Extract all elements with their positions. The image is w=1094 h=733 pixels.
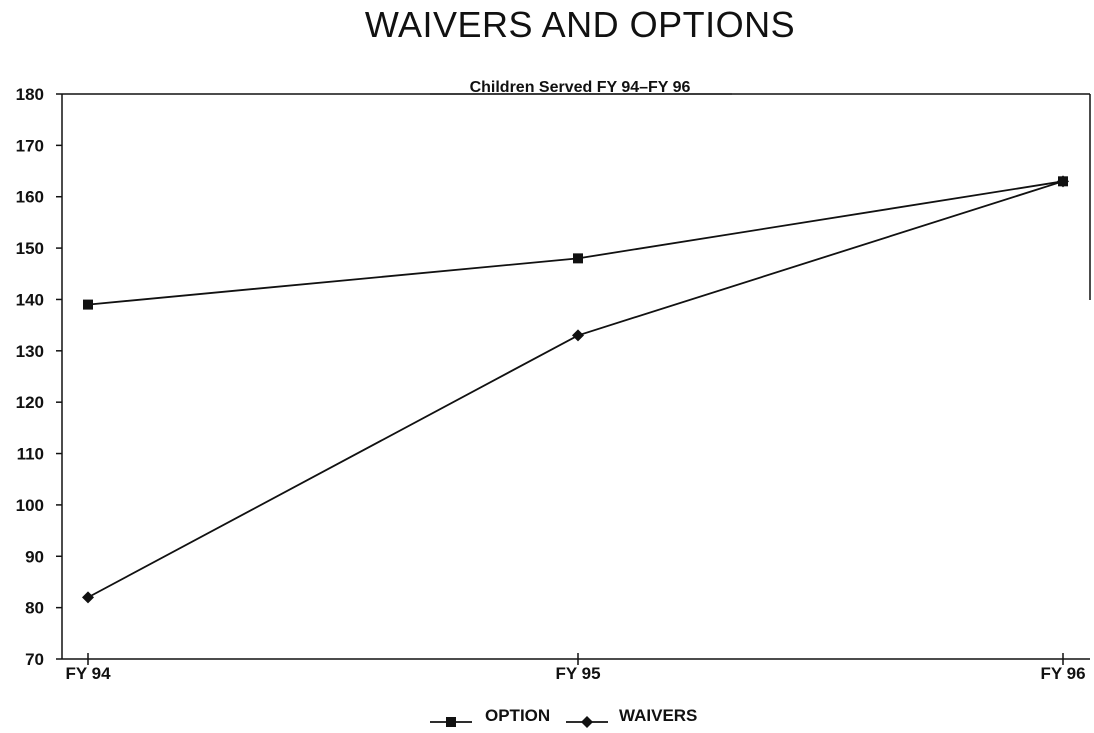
series-waivers [82,175,1069,604]
legend-label: WAIVERS [619,706,697,725]
data-point-waivers [82,591,94,604]
y-tick-label: 110 [17,445,44,464]
data-point-waivers [572,329,584,342]
legend-marker [446,717,456,727]
legend: OPTION WAIVERS [430,706,697,728]
legend-item-waivers: WAIVERS [566,706,697,728]
x-axis: FY 94 FY 95 FY 96 [65,653,1086,683]
legend-item-option: OPTION [430,706,550,727]
series-line-waivers [87,180,1064,599]
data-point-option [573,253,583,264]
chart-subtitle: Children Served FY 94–FY 96 [470,79,691,96]
series-option [83,176,1068,310]
y-tick-label: 90 [25,547,44,566]
y-tick-label: 70 [25,650,44,669]
x-tick-label: FY 94 [65,664,111,683]
y-axis: 70 80 90 100 110 120 130 140 150 160 170 180 [16,85,62,669]
y-tick-label: 170 [16,136,44,155]
y-tick-label: 130 [16,342,44,361]
x-tick-label: FY 96 [1040,664,1085,683]
series-line-option [87,180,1064,306]
legend-marker [581,716,593,728]
y-tick-label: 80 [25,599,44,618]
x-tick-label: FY 95 [555,664,600,683]
y-tick-label: 100 [16,496,44,515]
y-tick-label: 150 [16,239,44,258]
data-point-waivers [1057,175,1069,188]
y-tick-label: 140 [16,290,44,309]
y-tick-label: 160 [16,188,44,207]
legend-label: OPTION [485,706,550,725]
y-tick-label: 120 [16,393,44,412]
y-tick-label: 180 [16,85,44,104]
data-point-option [83,299,93,310]
chart-title: WAIVERS AND OPTIONS [364,4,796,45]
series-layer [82,175,1069,604]
plot-frame [61,93,1091,660]
